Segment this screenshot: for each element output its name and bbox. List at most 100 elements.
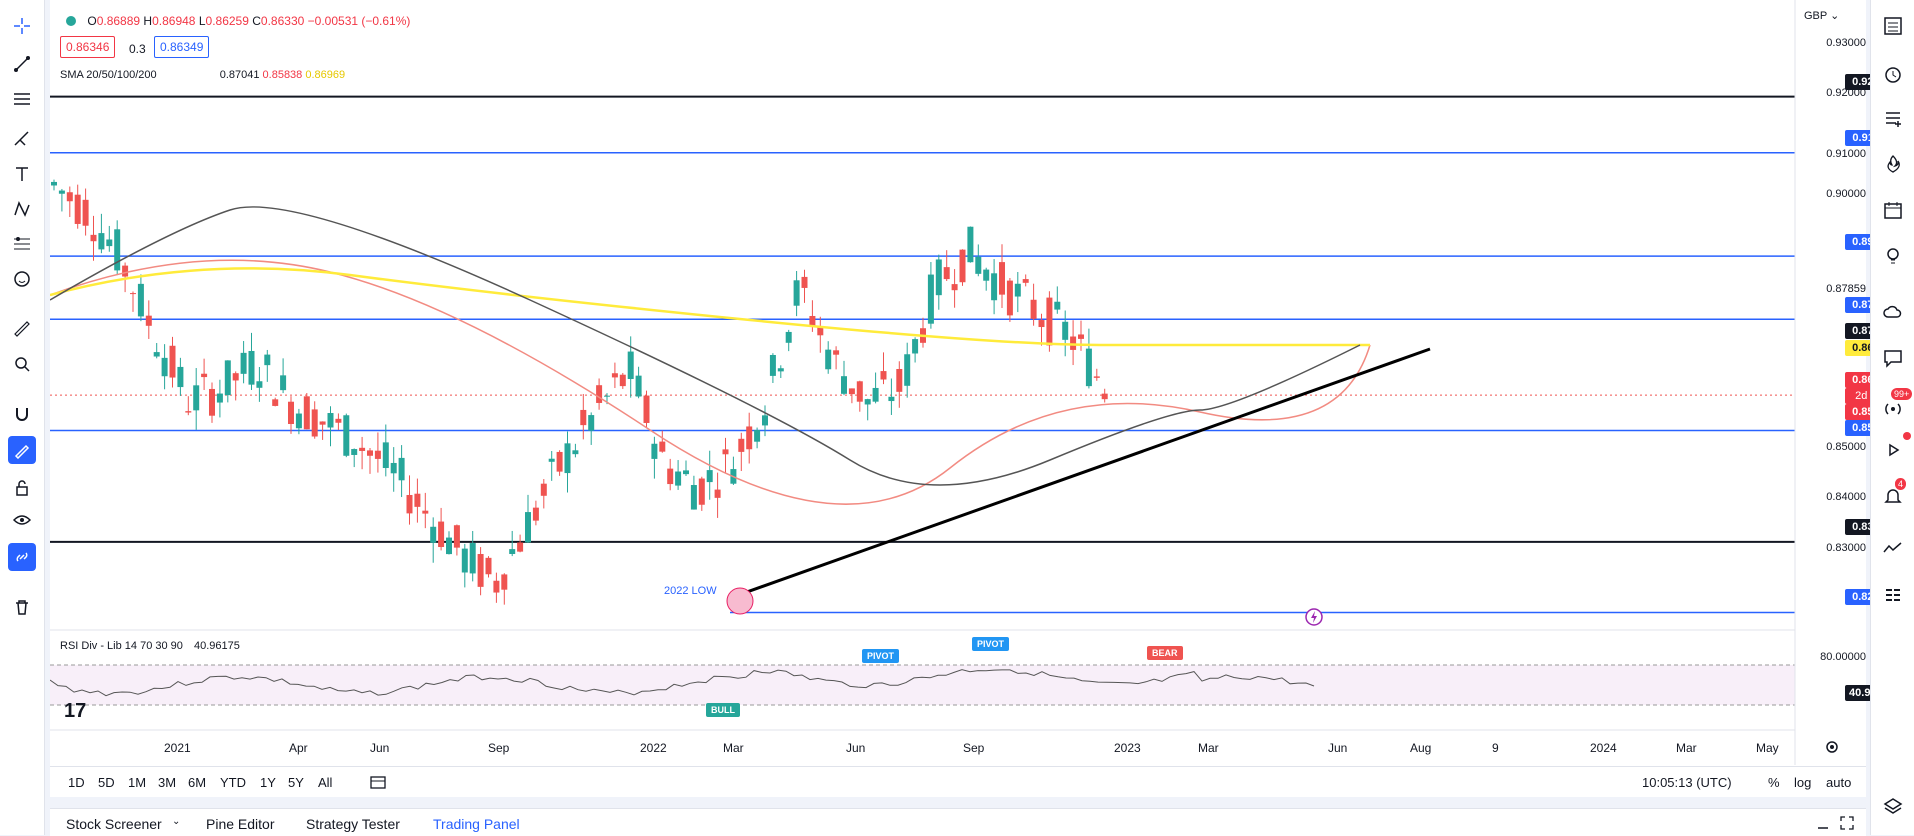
candle-body — [130, 293, 136, 295]
candle-body — [114, 229, 121, 271]
replay-play-icon[interactable] — [1879, 436, 1907, 464]
eye-icon[interactable] — [8, 506, 36, 534]
clock-label[interactable]: 10:05:13 (UTC) — [1642, 775, 1732, 790]
text-icon[interactable] — [8, 160, 36, 188]
price-axis-label: 0.83000 — [1826, 542, 1866, 554]
candle-body — [430, 526, 437, 543]
crosshair-icon[interactable] — [8, 12, 36, 40]
open-value: 0.86889 — [96, 14, 141, 28]
candle-body — [991, 273, 998, 301]
ideas-lightbulb-icon[interactable] — [1879, 242, 1907, 270]
calendar-icon[interactable] — [1879, 196, 1907, 224]
timeframe-button[interactable]: 3M — [158, 775, 177, 790]
maximize-icon[interactable] — [1840, 816, 1854, 833]
chevron-down-icon[interactable]: ⌄ — [172, 816, 181, 827]
log-scale-toggle[interactable]: log — [1794, 775, 1812, 790]
pattern-icon[interactable] — [8, 195, 36, 223]
trendline-icon[interactable] — [8, 50, 36, 78]
dom-icon[interactable] — [1879, 582, 1907, 610]
candle-body — [295, 413, 302, 429]
stay-drawing-icon[interactable] — [8, 436, 36, 464]
hotlist-fire-icon[interactable] — [1879, 150, 1907, 178]
minimize-icon[interactable] — [1816, 816, 1830, 833]
candle-body — [564, 443, 571, 474]
tab-strategy-tester[interactable]: Strategy Tester — [306, 816, 400, 832]
emoji-icon[interactable] — [8, 265, 36, 293]
sma-50-line — [50, 206, 1361, 486]
candle-body — [232, 373, 239, 381]
change-value: −0.00531 (−0.61%) — [307, 14, 411, 28]
candle-body — [240, 352, 247, 374]
chat-icon[interactable] — [1879, 344, 1907, 372]
x-axis-label: Sep — [963, 741, 985, 755]
candle-body — [556, 451, 563, 472]
lightning-icon[interactable] — [1304, 607, 1324, 632]
horizontal-lines-icon[interactable] — [8, 85, 36, 113]
timeframe-button[interactable]: YTD — [220, 775, 246, 790]
percent-scale-toggle[interactable]: % — [1768, 775, 1780, 790]
broadcast-icon[interactable] — [1879, 395, 1907, 423]
ruler-icon[interactable] — [8, 315, 36, 343]
timeframe-button[interactable]: 1D — [68, 775, 85, 790]
bell-icon[interactable] — [1879, 482, 1907, 510]
candle-body — [264, 354, 271, 366]
candle-body — [517, 542, 524, 552]
candle-body — [169, 345, 176, 378]
date-range-icon[interactable] — [370, 775, 386, 792]
candle-body — [627, 351, 634, 380]
price-axis-label: 0.85000 — [1826, 441, 1866, 453]
streams-cloud-icon[interactable] — [1879, 298, 1907, 326]
settings-gear-icon[interactable] — [1824, 739, 1840, 760]
bid-price[interactable]: 0.86346 — [60, 36, 116, 58]
tab-trading-panel[interactable]: Trading Panel — [433, 816, 520, 832]
candle-body — [548, 458, 555, 462]
watchlist-icon[interactable] — [1879, 12, 1907, 40]
rsi-pivot-label: PIVOT — [862, 649, 900, 663]
timeframe-button[interactable]: 1M — [128, 775, 147, 790]
magnet-icon[interactable] — [8, 400, 36, 428]
candle-body — [746, 426, 753, 450]
zoom-icon[interactable] — [8, 350, 36, 378]
candle-body — [951, 284, 958, 291]
timeframe-button[interactable]: 1Y — [260, 775, 276, 790]
price-axis-label: 0.92000 — [1826, 87, 1866, 99]
chart-canvas[interactable] — [50, 0, 1866, 795]
layers-icon[interactable] — [1879, 792, 1907, 820]
candle-body — [722, 449, 729, 455]
tab-stock-screener[interactable]: Stock Screener — [66, 816, 162, 832]
candle-body — [82, 199, 89, 226]
alarm-clock-icon[interactable] — [1879, 60, 1907, 88]
timeframe-button[interactable]: 5D — [98, 775, 115, 790]
candle-body — [683, 470, 689, 475]
price-axis-label: 0.90000 — [1826, 188, 1866, 200]
ask-price[interactable]: 0.86349 — [154, 36, 210, 58]
fib-icon[interactable] — [8, 230, 36, 258]
candle-body — [145, 315, 152, 326]
tab-pine-editor[interactable]: Pine Editor — [206, 816, 275, 832]
candle-body — [1054, 301, 1061, 310]
trash-icon[interactable] — [8, 593, 36, 621]
candle-body — [754, 430, 761, 442]
candle-body — [374, 450, 381, 459]
currency-selector[interactable]: GBP ⌄ — [1804, 10, 1840, 22]
candle-body — [1070, 336, 1077, 350]
x-axis-label: 2022 — [640, 741, 667, 755]
chart-area[interactable]: 0.93000 0.92000 0.91000 0.90000 0.87859 … — [50, 0, 1899, 795]
timeframe-button[interactable]: 6M — [188, 775, 207, 790]
lock-icon[interactable] — [8, 474, 36, 502]
timeframe-button[interactable]: 5Y — [288, 775, 304, 790]
add-list-icon[interactable] — [1879, 105, 1907, 133]
candle-body — [161, 357, 168, 377]
pulse-icon[interactable] — [1879, 536, 1907, 564]
timeframe-button[interactable]: All — [318, 775, 333, 790]
auto-scale-toggle[interactable]: auto — [1826, 775, 1852, 790]
candle-body — [825, 349, 832, 370]
candle-body — [777, 368, 784, 372]
candle-body — [438, 521, 445, 548]
candle-body — [604, 395, 610, 397]
brush-icon[interactable] — [8, 125, 36, 153]
candle-body — [343, 415, 350, 456]
link-icon[interactable] — [8, 543, 36, 571]
candle-body — [501, 574, 508, 590]
sma-200-line — [50, 267, 1370, 347]
